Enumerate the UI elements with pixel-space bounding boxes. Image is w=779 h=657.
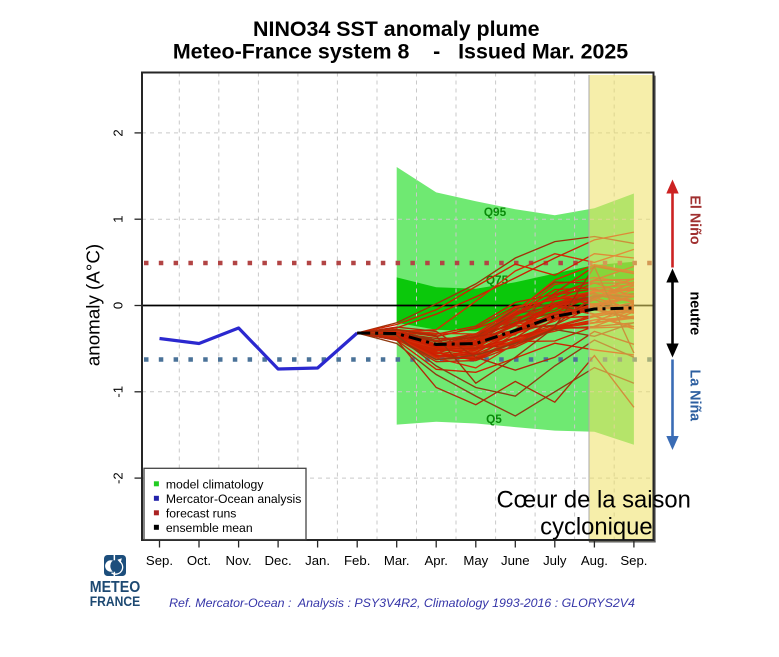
svg-text:Mercator-Ocean analysis: Mercator-Ocean analysis bbox=[166, 492, 301, 506]
svg-text:ensemble mean: ensemble mean bbox=[166, 521, 253, 535]
svg-text:June: June bbox=[501, 553, 530, 568]
svg-text:Jan.: Jan. bbox=[305, 553, 330, 568]
svg-text:La Niña: La Niña bbox=[687, 369, 703, 422]
svg-text:cyclonique: cyclonique bbox=[540, 514, 652, 541]
svg-text:Sep.: Sep. bbox=[620, 553, 647, 568]
svg-text:FRANCE: FRANCE bbox=[90, 594, 141, 609]
svg-text:forecast runs: forecast runs bbox=[166, 507, 236, 521]
svg-text:El Niño: El Niño bbox=[687, 195, 703, 245]
svg-text:Feb.: Feb. bbox=[344, 553, 370, 568]
svg-text:NINO34 SST anomaly plume: NINO34 SST anomaly plume bbox=[253, 17, 540, 41]
svg-text:July: July bbox=[543, 553, 567, 568]
svg-text:model climatology: model climatology bbox=[166, 478, 264, 492]
svg-text:May: May bbox=[463, 553, 488, 568]
svg-text:-2: -2 bbox=[111, 472, 126, 484]
svg-text:Cœur de la saison: Cœur de la saison bbox=[496, 486, 690, 513]
svg-text:0: 0 bbox=[111, 302, 126, 309]
svg-text:Oct.: Oct. bbox=[187, 553, 211, 568]
svg-text:1: 1 bbox=[111, 216, 126, 223]
svg-text:Dec.: Dec. bbox=[265, 553, 292, 568]
svg-text:Apr.: Apr. bbox=[424, 553, 447, 568]
svg-text:Ref. Mercator-Ocean : Analysi: Ref. Mercator-Ocean : Analysis : PSY3V4R… bbox=[169, 596, 635, 610]
svg-text:METEO: METEO bbox=[90, 579, 141, 596]
svg-text:anomaly (A°C): anomaly (A°C) bbox=[82, 244, 103, 366]
svg-text:Nov.: Nov. bbox=[226, 553, 252, 568]
svg-text:Aug.: Aug. bbox=[581, 553, 608, 568]
svg-text:Meteo-France system 8 - I: Meteo-France system 8 - Issued Mar. 2025 bbox=[173, 40, 628, 64]
svg-text:2: 2 bbox=[111, 129, 126, 136]
svg-text:Q95: Q95 bbox=[484, 205, 507, 219]
svg-text:Mar.: Mar. bbox=[384, 553, 410, 568]
svg-text:Q5: Q5 bbox=[486, 412, 502, 426]
svg-text:neutre: neutre bbox=[687, 292, 703, 336]
svg-text:Sep.: Sep. bbox=[146, 553, 173, 568]
svg-text:-1: -1 bbox=[111, 386, 126, 398]
